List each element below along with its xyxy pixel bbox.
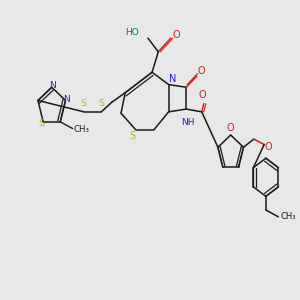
- Text: CH₃: CH₃: [281, 212, 296, 221]
- Text: S: S: [38, 119, 44, 128]
- Text: CH₃: CH₃: [74, 125, 90, 134]
- Text: N: N: [50, 81, 56, 90]
- Text: O: O: [198, 66, 206, 76]
- Text: S: S: [98, 99, 104, 108]
- Text: O: O: [265, 142, 272, 152]
- Text: S: S: [81, 99, 87, 108]
- Text: O: O: [227, 123, 235, 133]
- Text: N: N: [169, 74, 176, 84]
- Text: HO: HO: [125, 28, 139, 37]
- Text: N: N: [63, 94, 70, 103]
- Text: O: O: [199, 91, 207, 100]
- Text: NH: NH: [182, 118, 195, 127]
- Text: S: S: [129, 131, 136, 141]
- Text: O: O: [172, 31, 180, 40]
